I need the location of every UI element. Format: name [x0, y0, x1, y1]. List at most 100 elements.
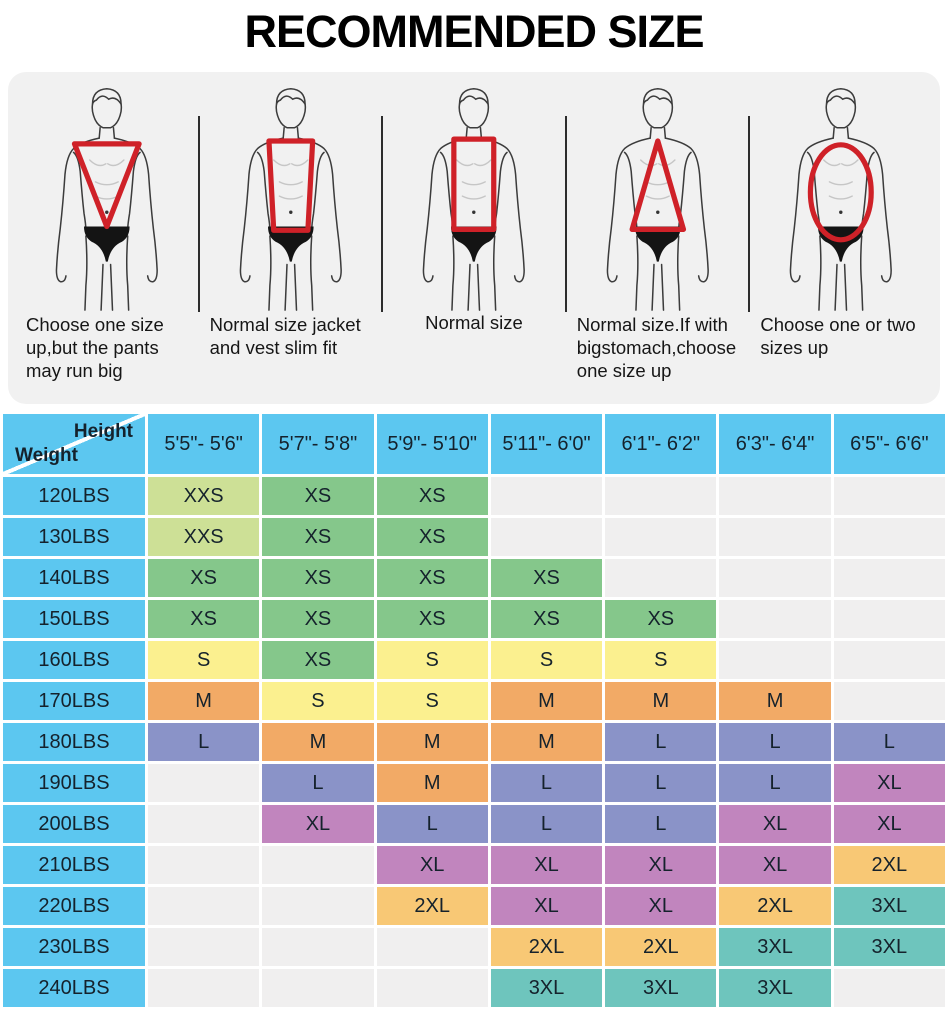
weight-cell: 140LBS — [3, 559, 145, 597]
weight-cell: 170LBS — [3, 682, 145, 720]
rectangle-body-icon — [383, 84, 565, 312]
size-cell: L — [605, 805, 717, 843]
figure-caption: Normal size — [425, 312, 523, 333]
empty-cell — [833, 969, 945, 1007]
weight-axis-label: Weight — [15, 445, 78, 466]
height-header-cell: 6'5"- 6'6" — [833, 414, 945, 474]
figure-divider — [197, 116, 200, 312]
size-cell: XS — [262, 477, 374, 515]
size-cell: S — [262, 682, 374, 720]
weight-cell: 220LBS — [3, 887, 145, 925]
size-cell: L — [490, 764, 603, 802]
weight-cell: 200LBS — [3, 805, 145, 843]
height-header-cell: 6'1"- 6'2" — [605, 414, 717, 474]
size-cell: L — [490, 805, 603, 843]
empty-cell — [148, 846, 260, 884]
trapezoid-body-icon — [200, 84, 382, 312]
size-cell: S — [376, 682, 488, 720]
height-header-cell: 6'3"- 6'4" — [719, 414, 831, 474]
empty-cell — [148, 764, 260, 802]
empty-cell — [148, 805, 260, 843]
size-cell: XL — [833, 764, 945, 802]
weight-cell: 120LBS — [3, 477, 145, 515]
size-cell: XS — [490, 559, 603, 597]
size-cell: L — [719, 764, 831, 802]
empty-cell — [833, 518, 945, 556]
size-cell: 3XL — [833, 928, 945, 966]
empty-cell — [833, 682, 945, 720]
weight-cell: 230LBS — [3, 928, 145, 966]
figure-caption: Choose one size up,but the pants may run… — [26, 314, 164, 381]
size-cell: XL — [719, 846, 831, 884]
size-cell: XS — [376, 477, 488, 515]
empty-cell — [490, 477, 603, 515]
empty-cell — [719, 477, 831, 515]
size-cell: 3XL — [490, 969, 603, 1007]
size-cell: XL — [376, 846, 488, 884]
size-cell: M — [376, 723, 488, 761]
size-cell: XS — [490, 600, 603, 638]
size-cell: XL — [605, 846, 717, 884]
size-cell: L — [262, 764, 374, 802]
size-grid: Height Weight 5'5"- 5'6" 5'7"- 5'8" 5'9"- … — [0, 414, 948, 1010]
weight-cell: 180LBS — [3, 723, 145, 761]
size-cell: XXS — [148, 518, 260, 556]
empty-cell — [148, 969, 260, 1007]
size-cell: XS — [262, 600, 374, 638]
weight-cell: 130LBS — [3, 518, 145, 556]
height-axis-label: Height — [73, 421, 133, 442]
oval-body-icon — [750, 84, 932, 312]
empty-cell — [719, 641, 831, 679]
height-header-cell: 5'7"- 5'8" — [262, 414, 374, 474]
empty-cell — [719, 600, 831, 638]
size-cell: L — [605, 723, 717, 761]
empty-cell — [833, 477, 945, 515]
empty-cell — [262, 846, 374, 884]
height-header-cell: 5'9"- 5'10" — [376, 414, 488, 474]
size-cell: XS — [262, 641, 374, 679]
empty-cell — [376, 928, 488, 966]
size-cell: M — [376, 764, 488, 802]
empty-cell — [719, 559, 831, 597]
size-cell: L — [148, 723, 260, 761]
empty-cell — [605, 518, 717, 556]
body-type-triangle: Normal size.If with bigstomach,choose on… — [567, 84, 749, 396]
size-cell: L — [605, 764, 717, 802]
size-cell: 3XL — [605, 969, 717, 1007]
empty-cell — [833, 641, 945, 679]
size-cell: 2XL — [605, 928, 717, 966]
size-cell: 3XL — [719, 928, 831, 966]
size-cell: S — [605, 641, 717, 679]
empty-cell — [605, 559, 717, 597]
size-cell: M — [148, 682, 260, 720]
size-cell: XL — [719, 805, 831, 843]
figure-caption: Normal size jacket and vest slim fit — [209, 314, 361, 358]
empty-cell — [148, 928, 260, 966]
size-cell: 3XL — [719, 969, 831, 1007]
size-cell: L — [719, 723, 831, 761]
empty-cell — [833, 600, 945, 638]
size-cell: XS — [376, 559, 488, 597]
size-cell: XL — [262, 805, 374, 843]
size-cell: M — [719, 682, 831, 720]
empty-cell — [262, 928, 374, 966]
empty-cell — [262, 969, 374, 1007]
body-type-oval: Choose one or two sizes up — [750, 84, 932, 396]
corner-cell: Height Weight — [3, 414, 145, 474]
size-cell: M — [490, 723, 603, 761]
empty-cell — [262, 887, 374, 925]
size-cell: 2XL — [719, 887, 831, 925]
size-cell: XS — [148, 600, 260, 638]
figure-caption: Choose one or two sizes up — [760, 314, 916, 358]
size-cell: S — [490, 641, 603, 679]
size-cell: XS — [376, 600, 488, 638]
empty-cell — [148, 887, 260, 925]
size-cell: XL — [490, 846, 603, 884]
size-cell: XS — [262, 559, 374, 597]
inverted-triangle-body-icon — [16, 84, 198, 312]
size-cell: XS — [605, 600, 717, 638]
size-cell: M — [490, 682, 603, 720]
figure-divider — [381, 116, 384, 312]
figure-caption: Normal size.If with bigstomach,choose on… — [576, 314, 737, 381]
size-cell: L — [833, 723, 945, 761]
